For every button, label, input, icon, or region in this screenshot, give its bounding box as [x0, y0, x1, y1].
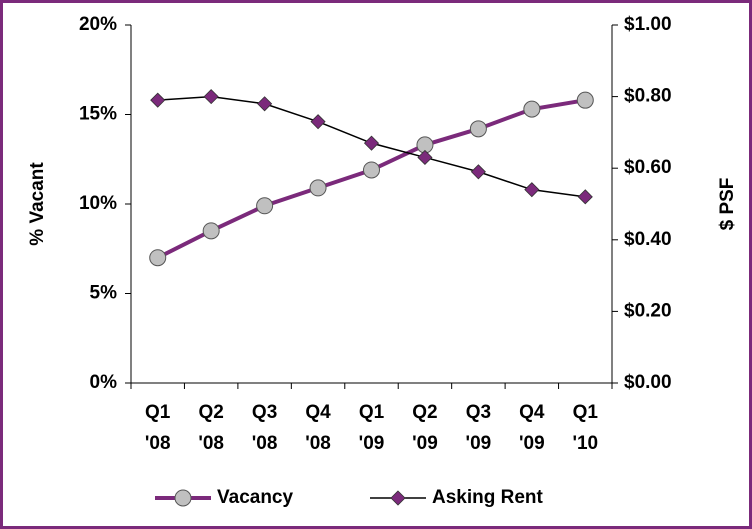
y2-tick-label: $0.40	[624, 229, 672, 250]
legend-label: Vacancy	[217, 487, 293, 508]
series-line	[156, 98, 586, 260]
y-tick-label: 15%	[79, 104, 117, 125]
legend-label: Asking Rent	[432, 487, 544, 508]
x-tick-label: Q2 '09	[412, 402, 438, 454]
point	[202, 222, 220, 240]
y2-axis-title: $ PSF	[717, 178, 738, 231]
x-tick-label: Q4 '08	[305, 402, 331, 454]
y-tick-label: 10%	[79, 193, 117, 214]
legend-marker	[390, 490, 406, 506]
point	[363, 161, 380, 179]
point	[309, 179, 327, 197]
point	[149, 249, 167, 267]
y-axis-title: % Vacant	[27, 162, 48, 246]
x-tick-label: Q1 '08	[144, 402, 171, 454]
point	[577, 189, 593, 205]
legend-marker	[174, 489, 192, 507]
point	[417, 149, 433, 166]
x-tick-label: Q1 '09	[358, 402, 385, 454]
x-tick-label: Q1 '10	[572, 402, 599, 454]
point	[469, 120, 487, 138]
point	[363, 135, 380, 151]
point	[523, 100, 541, 118]
point	[150, 92, 166, 108]
point	[310, 114, 326, 130]
point	[524, 182, 540, 198]
y-tick-label: 5%	[90, 283, 118, 304]
y2-tick-label: $1.00	[624, 14, 672, 35]
y-tick-label: 0%	[90, 372, 118, 393]
x-tick-label: Q3 '08	[251, 402, 278, 454]
y2-tick-label: $0.00	[624, 372, 672, 393]
y2-tick-label: $0.60	[624, 157, 672, 178]
y-tick-label: 20%	[79, 14, 117, 35]
x-tick-label: Q2 '08	[198, 402, 224, 454]
point	[470, 164, 486, 180]
y2-tick-label: $0.80	[624, 86, 672, 107]
point	[203, 89, 219, 105]
point	[256, 197, 274, 215]
point	[257, 96, 273, 112]
x-tick-label: Q3 '09	[465, 402, 492, 454]
y2-tick-label: $0.20	[624, 300, 672, 321]
point	[576, 91, 594, 109]
x-tick-label: Q4 '09	[519, 402, 545, 454]
